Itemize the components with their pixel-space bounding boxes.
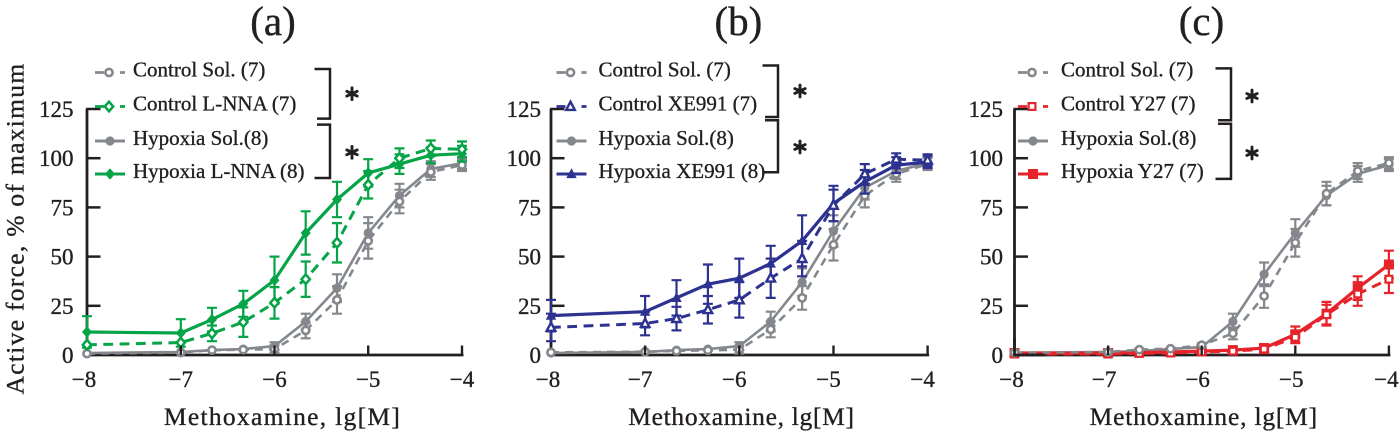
svg-text:(a): (a) <box>250 0 296 44</box>
svg-text:Control L-NNA (7): Control L-NNA (7) <box>133 91 296 115</box>
svg-text:Control Sol. (7): Control Sol. (7) <box>599 57 731 81</box>
svg-text:100: 100 <box>969 146 1004 171</box>
svg-text:Hypoxia L-NNA (8): Hypoxia L-NNA (8) <box>133 159 304 183</box>
svg-text:50: 50 <box>980 245 1003 270</box>
svg-text:25: 25 <box>518 294 541 319</box>
svg-text:Hypoxia Sol.(8): Hypoxia Sol.(8) <box>133 126 268 150</box>
svg-text:Methoxamine, lg[M]: Methoxamine, lg[M] <box>628 402 854 431</box>
svg-text:25: 25 <box>980 294 1003 319</box>
svg-text:125: 125 <box>39 97 74 122</box>
svg-text:0: 0 <box>992 343 1004 368</box>
svg-text:0: 0 <box>62 343 74 368</box>
svg-text:−8: −8 <box>999 367 1023 392</box>
svg-text:−5: −5 <box>816 367 840 392</box>
svg-text:100: 100 <box>507 146 542 171</box>
svg-text:50: 50 <box>51 245 74 270</box>
svg-text:−8: −8 <box>72 367 96 392</box>
svg-text:75: 75 <box>518 195 541 220</box>
svg-text:75: 75 <box>51 195 74 220</box>
svg-text:Hypoxia Sol.(8): Hypoxia Sol.(8) <box>599 126 734 150</box>
svg-text:Methoxamine, lg[M]: Methoxamine, lg[M] <box>1090 402 1318 431</box>
svg-text:−5: −5 <box>1279 367 1303 392</box>
svg-text:125: 125 <box>969 97 1004 122</box>
svg-text:−4: −4 <box>910 367 935 392</box>
svg-text:−8: −8 <box>536 367 560 392</box>
svg-text:125: 125 <box>507 97 542 122</box>
svg-text:−4: −4 <box>450 367 475 392</box>
svg-text:Hypoxia XE991 (8): Hypoxia XE991 (8) <box>599 159 766 183</box>
svg-text:25: 25 <box>51 294 74 319</box>
svg-text:−6: −6 <box>262 367 286 392</box>
svg-text:Control XE991 (7): Control XE991 (7) <box>599 91 758 115</box>
svg-text:−6: −6 <box>1185 367 1209 392</box>
svg-text:Control Y27 (7): Control Y27 (7) <box>1061 91 1196 115</box>
svg-text:100: 100 <box>39 146 74 171</box>
svg-text:−5: −5 <box>356 367 380 392</box>
svg-text:(b): (b) <box>714 0 762 44</box>
svg-text:−7: −7 <box>169 367 193 392</box>
svg-text:75: 75 <box>980 195 1003 220</box>
svg-text:Active force, % of maximum: Active force, % of maximum <box>1 63 30 395</box>
svg-text:−6: −6 <box>722 367 746 392</box>
svg-text:Methoxamine, lg[M]: Methoxamine, lg[M] <box>164 402 401 431</box>
svg-text:Hypoxia Y27 (7): Hypoxia Y27 (7) <box>1061 159 1204 183</box>
svg-text:−4: −4 <box>1374 367 1399 392</box>
svg-text:(c): (c) <box>1179 0 1225 44</box>
svg-text:−7: −7 <box>1092 367 1116 392</box>
svg-text:−7: −7 <box>628 367 652 392</box>
svg-text:Control Sol. (7): Control Sol. (7) <box>133 57 265 81</box>
svg-text:50: 50 <box>518 245 541 270</box>
svg-text:0: 0 <box>530 343 542 368</box>
svg-text:Control Sol. (7): Control Sol. (7) <box>1061 57 1193 81</box>
svg-text:Hypoxia Sol.(8): Hypoxia Sol.(8) <box>1061 126 1196 150</box>
